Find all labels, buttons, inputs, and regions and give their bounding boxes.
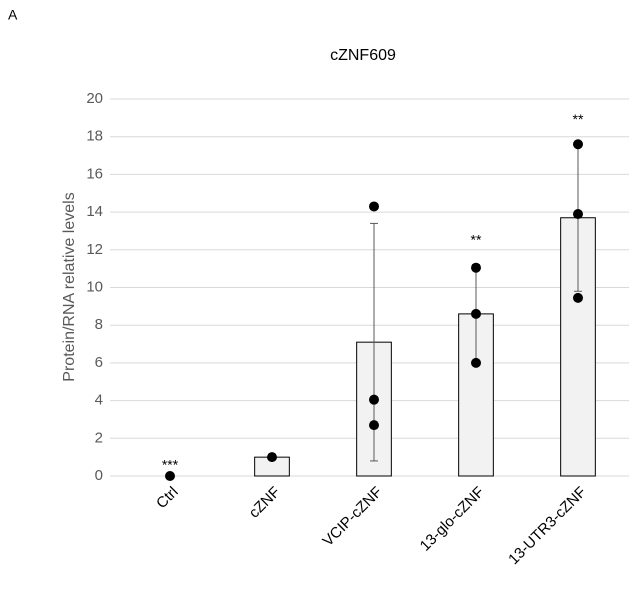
y-tick-label: 16 (86, 165, 103, 182)
data-point (573, 208, 583, 219)
data-point (267, 452, 277, 463)
x-tick-label: 13-UTR3-cZNF (505, 484, 590, 569)
x-tick-label: VCIP-cZNF (319, 484, 385, 550)
data-point (369, 420, 379, 431)
x-tick-label: cZNF (246, 484, 284, 522)
significance: *** (162, 457, 179, 473)
x-tick-label: Ctrl (153, 484, 182, 513)
y-tick-label: 18 (86, 128, 103, 145)
y-tick-label: 8 (95, 316, 103, 333)
y-tick-label: 12 (86, 241, 103, 258)
y-axis-label: Protein/RNA relative levels (61, 192, 78, 381)
data-point (369, 394, 379, 405)
y-tick-label: 4 (95, 392, 103, 409)
y-tick-label: 14 (86, 203, 103, 220)
chart-title: cZNF609 (330, 47, 396, 64)
data-point (369, 201, 379, 212)
y-tick-label: 6 (95, 354, 103, 371)
data-point (471, 308, 481, 319)
panel-label: A (8, 7, 18, 23)
y-tick-label: 0 (95, 467, 103, 484)
data-point (471, 262, 481, 273)
data-point (471, 357, 481, 368)
y-tick-label: 10 (86, 278, 103, 295)
data-point (573, 292, 583, 303)
x-tick-label: 13-glo-cZNF (417, 484, 488, 555)
data-point (165, 471, 175, 481)
data-point (573, 139, 583, 150)
y-tick-label: 2 (95, 429, 103, 446)
y-tick-label: 20 (86, 90, 103, 107)
significance: ** (573, 111, 584, 127)
significance: ** (471, 232, 482, 248)
